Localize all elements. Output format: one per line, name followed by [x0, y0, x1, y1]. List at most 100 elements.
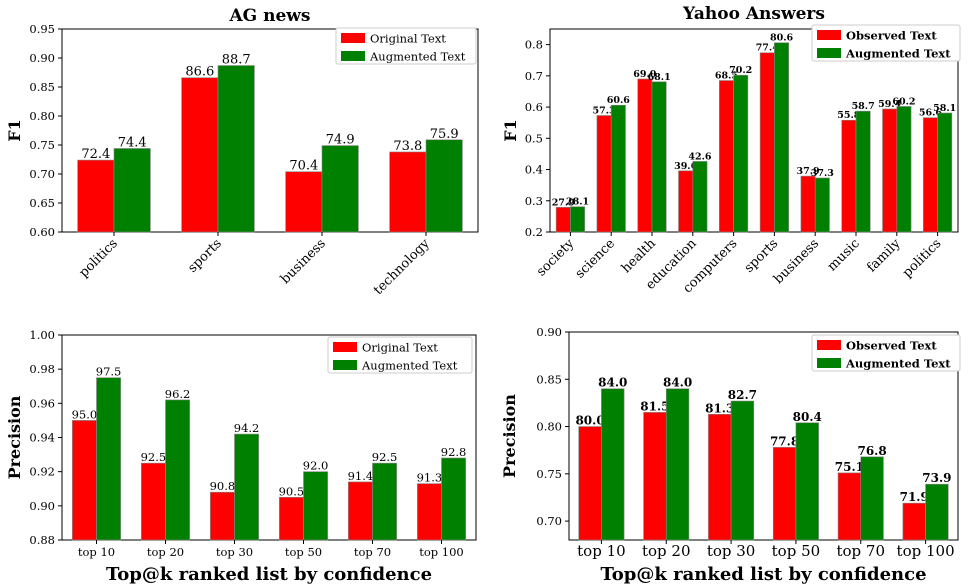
bar-value-label: 68.5 [715, 71, 738, 82]
bar-value-label: 27.9 [552, 197, 576, 208]
bar-value-label: 86.6 [185, 65, 214, 80]
y-axis-label: F1 [501, 119, 520, 142]
bar-red [210, 491, 235, 541]
y-tick-label: 0.6 [525, 100, 543, 114]
bar-red [578, 426, 602, 541]
bar-green [692, 161, 708, 233]
bar-red [841, 119, 857, 233]
y-tick-label: 1.00 [29, 328, 55, 342]
bar-value-label: 75.9 [430, 127, 459, 142]
chart-1: 0.60 0.65 0.70 0.75 0.80 0.85 0.90 0.95 72.4 74.4… [5, 6, 479, 298]
x-tick-label: business [278, 236, 329, 287]
bar-green [730, 400, 755, 541]
bar-value-label: 69.0 [633, 69, 657, 80]
bar-green [937, 112, 953, 233]
bar-value-label: 92.8 [441, 445, 467, 459]
legend-box [811, 334, 961, 372]
bar-value-label: 70.4 [289, 159, 318, 174]
legend-swatch-red [341, 33, 365, 43]
bar-value-label: 42.6 [688, 151, 712, 162]
bar-green [774, 42, 789, 233]
bar-value-label: 37.3 [811, 168, 834, 179]
y-tick-label: 0.80 [536, 420, 562, 434]
x-tick-label: top 20 [147, 545, 184, 559]
bar-value-label: 58.7 [852, 101, 875, 112]
y-tick-label: 0.75 [29, 138, 55, 152]
bar-green [925, 483, 949, 541]
chart-4: 0.70 0.75 0.80 0.85 0.90 80.0 84.0 top 10 81.5 84… [500, 325, 961, 585]
x-tick-label: health [619, 236, 659, 276]
legend-entry: Augmented Text [845, 47, 951, 61]
y-tick-label: 0.7 [525, 69, 543, 83]
y-tick-label: 0.94 [29, 431, 55, 445]
bar-green [425, 139, 463, 233]
y-tick-label: 0.90 [536, 325, 562, 339]
plot-frame [61, 28, 479, 233]
legend-swatch-green [333, 360, 357, 370]
x-tick-label: sports [185, 236, 225, 276]
y-tick-label: 0.88 [29, 533, 55, 547]
chart-title: AG news [228, 6, 310, 26]
bar-value-label: 88.7 [222, 53, 251, 68]
x-tick-label: top 30 [216, 545, 253, 559]
y-tick-label: 0.80 [29, 109, 55, 123]
legend-swatch-red [333, 342, 357, 352]
y-tick-label: 0.90 [29, 499, 55, 513]
bar-red [902, 502, 926, 541]
x-tick-label: technology [371, 236, 433, 298]
x-tick-label: politics [900, 236, 944, 280]
bar-value-label: 91.4 [348, 469, 374, 483]
bar-value-label: 80.4 [793, 410, 822, 424]
bar-red [348, 481, 373, 541]
bar-green [372, 462, 397, 541]
x-axis-label: Top@k ranked list by confidence [106, 564, 432, 585]
bar-value-label: 58.1 [933, 103, 956, 114]
bar-red [596, 115, 612, 233]
bar-red [181, 77, 219, 233]
legend-entry: Original Text [370, 32, 446, 46]
bar-green [795, 422, 819, 541]
bar-green [441, 457, 466, 541]
bar-green [665, 388, 690, 541]
y-tick-label: 0.2 [525, 225, 543, 239]
bar-red [279, 496, 304, 541]
bar-red [719, 80, 734, 233]
bar-red [678, 170, 694, 233]
bar-value-label: 70.2 [729, 65, 752, 76]
legend: Original Text Augmented Text [327, 336, 473, 374]
bar-value-label: 82.7 [728, 388, 757, 402]
bar-value-label: 60.6 [607, 95, 631, 106]
y-tick-label: 0.98 [29, 362, 55, 376]
bar-value-label: 90.8 [210, 479, 236, 493]
legend-box [327, 336, 473, 374]
y-tick-label: 0.85 [536, 372, 562, 386]
y-tick-label: 0.95 [29, 22, 55, 36]
x-tick-label: family [864, 236, 904, 276]
y-tick-label: 0.75 [536, 467, 562, 481]
legend-entry: Original Text [362, 341, 438, 355]
x-tick-label: top 100 [419, 545, 464, 559]
legend-box [811, 24, 961, 62]
bar-green [860, 456, 884, 541]
bar-green [113, 148, 151, 233]
x-tick-label: top 70 [354, 545, 391, 559]
bar-red [555, 207, 571, 233]
y-tick-label: 0.92 [29, 465, 55, 479]
bar-red [637, 78, 653, 233]
y-tick-label: 0.70 [536, 514, 562, 528]
y-axis-label: Precision [5, 395, 24, 479]
plot-frame [568, 331, 959, 541]
bar-green [733, 74, 749, 233]
bar-value-label: 59.4 [878, 99, 902, 110]
bar-red [882, 108, 898, 233]
legend: Original Text Augmented Text [335, 27, 477, 65]
bar-value-label: 72.4 [81, 147, 110, 162]
x-tick-label: top 20 [642, 542, 691, 560]
y-tick-label: 0.65 [29, 196, 55, 210]
x-tick-label: top 10 [78, 545, 115, 559]
bar-value-label: 73.8 [393, 139, 422, 154]
x-tick-label: top 100 [897, 542, 955, 560]
x-tick-label: science [573, 236, 619, 282]
y-axis-label: F1 [5, 119, 24, 142]
